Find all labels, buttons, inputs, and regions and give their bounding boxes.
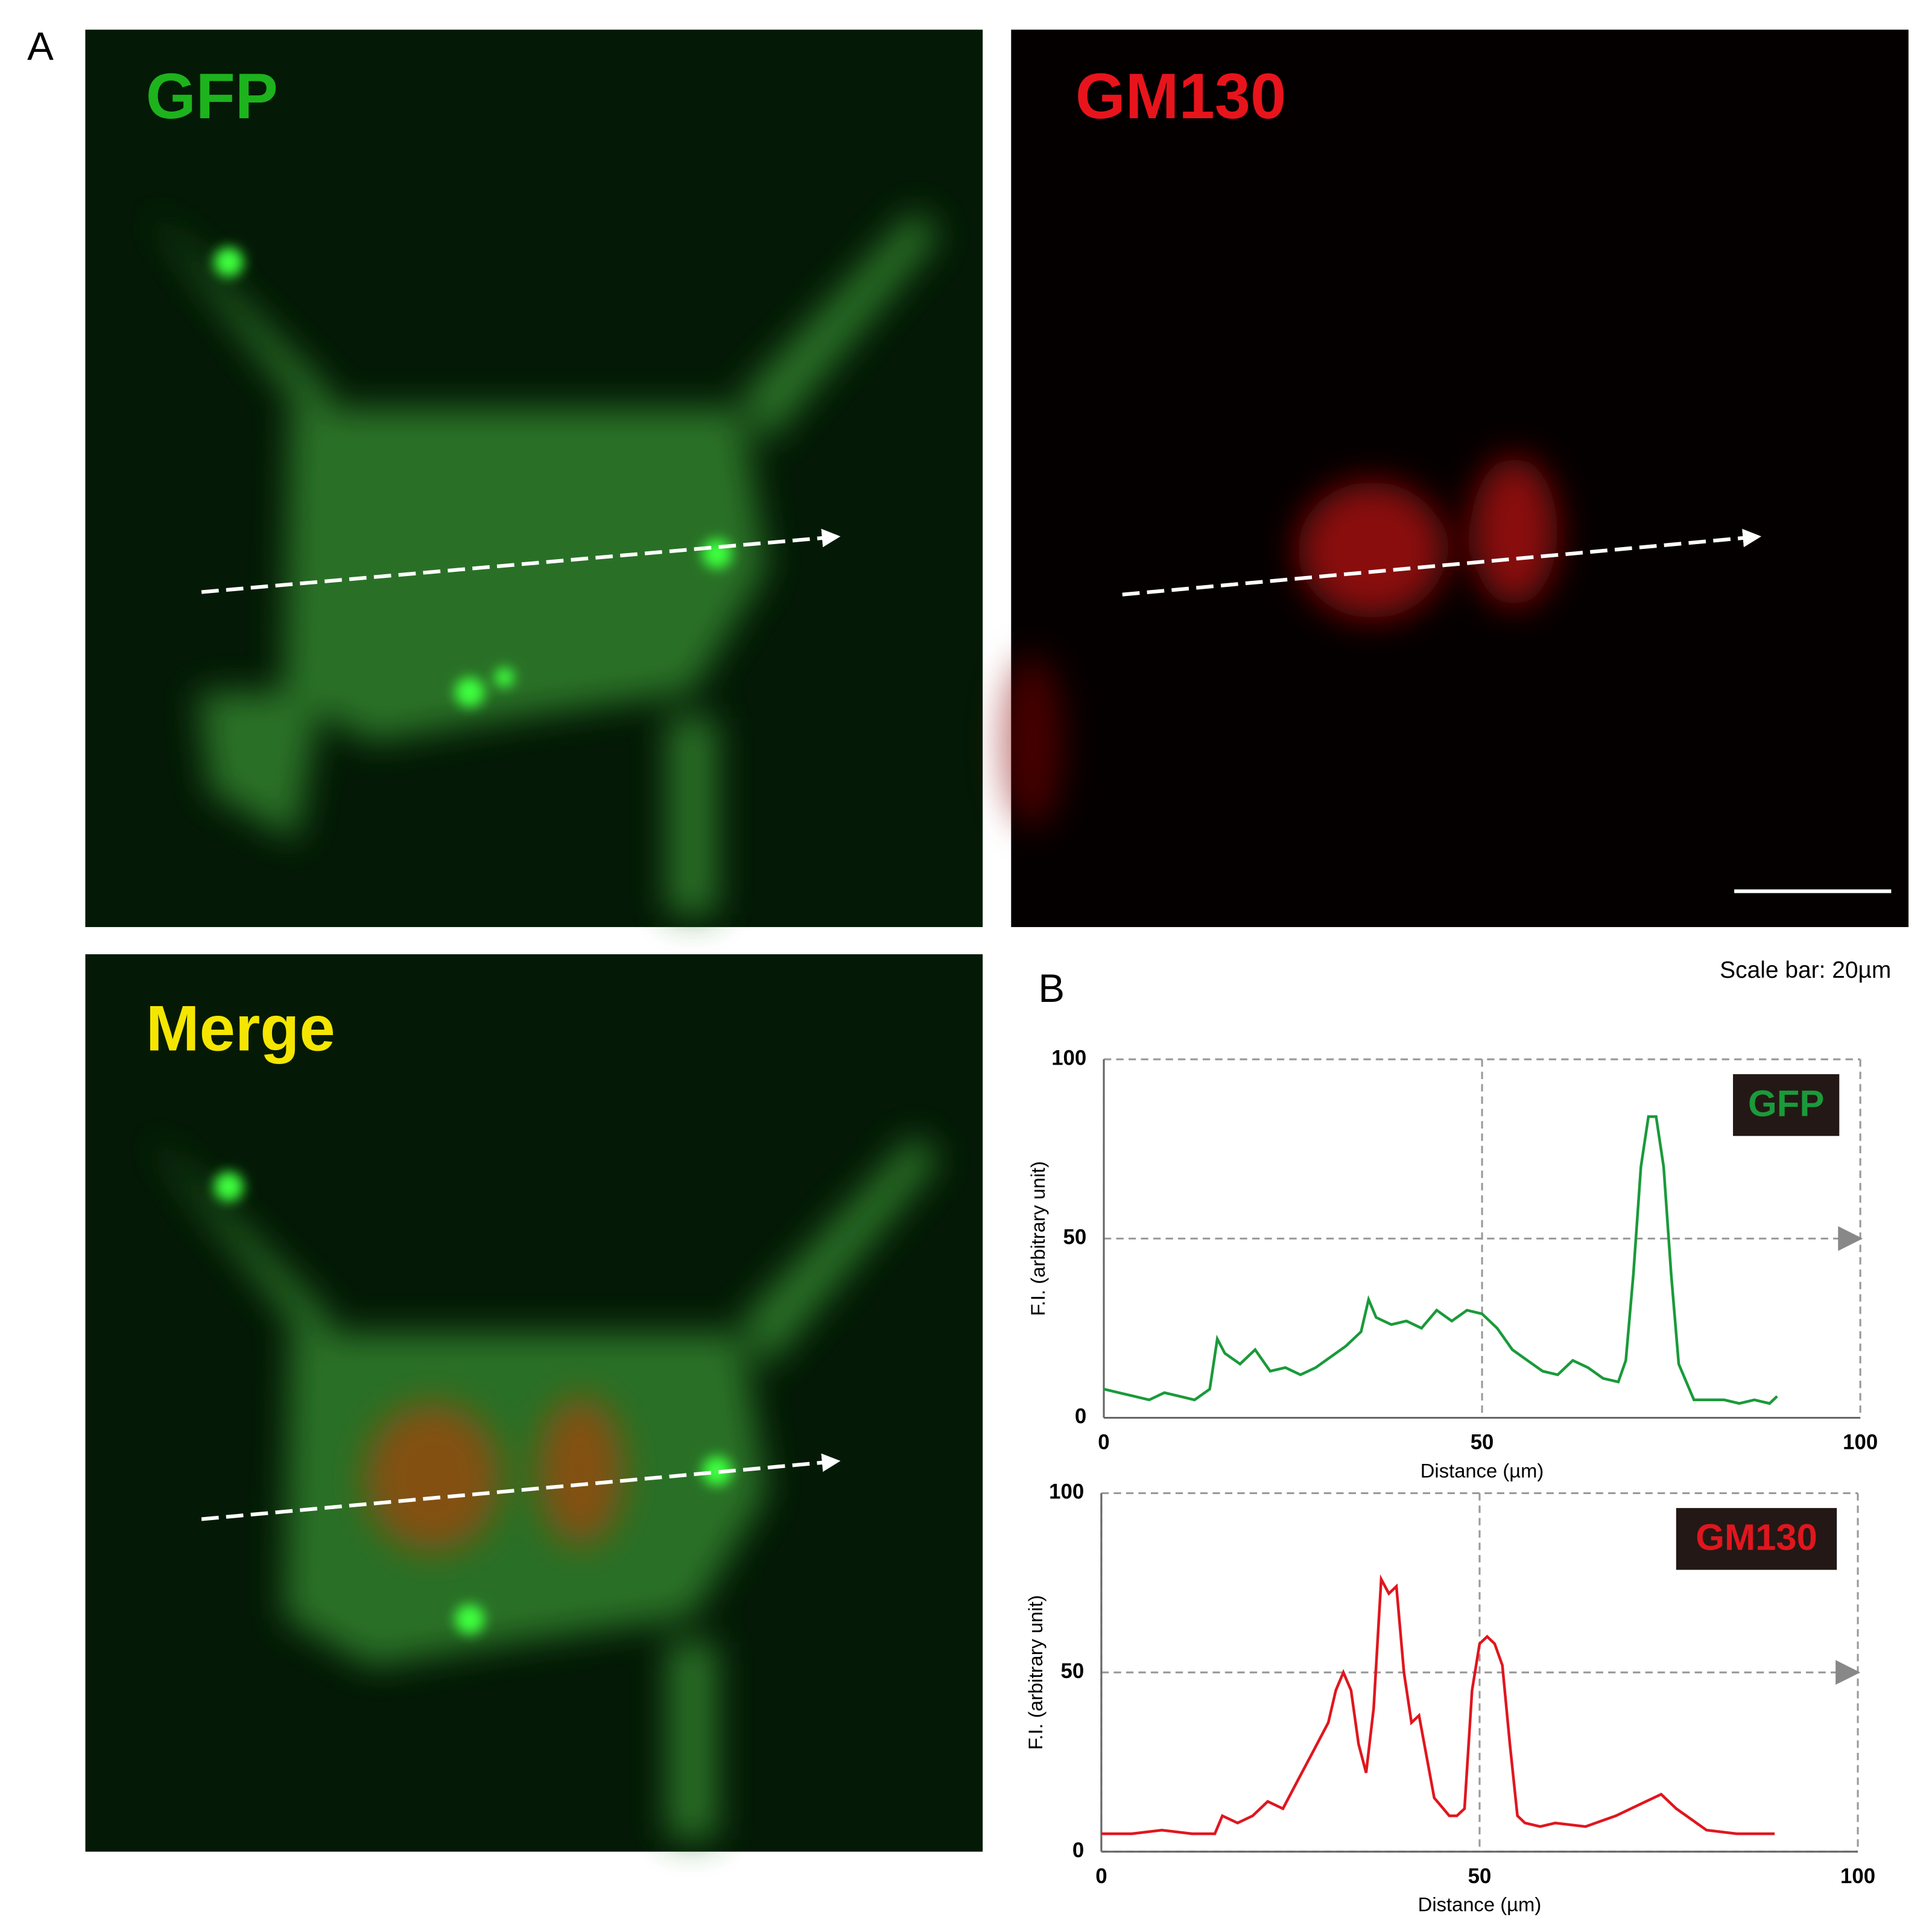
y-tick-label: 100: [1049, 1480, 1084, 1504]
x-axis-label: Distance (µm): [1420, 1459, 1544, 1481]
y-tick-label: 0: [1072, 1839, 1084, 1862]
panel-label: B: [1038, 966, 1065, 1010]
data-line: [1101, 1574, 1775, 1835]
x-tick-label: 0: [1098, 1431, 1109, 1454]
x-tick-label: 0: [1095, 1864, 1107, 1888]
y-axis-label: F.I. (arbitrary unit): [1027, 1161, 1049, 1316]
arrow-head: [1838, 1226, 1863, 1251]
image-label: GM130: [1075, 60, 1286, 132]
x-tick-label: 50: [1471, 1431, 1494, 1454]
data-line: [1103, 1115, 1778, 1405]
y-axis-label: F.I. (arbitrary unit): [1024, 1595, 1047, 1750]
arrow-head: [1835, 1660, 1861, 1685]
micrograph: [1001, 30, 1909, 927]
x-tick-label: 100: [1840, 1864, 1875, 1888]
y-tick-label: 50: [1060, 1659, 1084, 1683]
micrograph: [85, 954, 983, 1852]
x-tick-label: 100: [1843, 1431, 1878, 1454]
panel-label: A: [27, 24, 54, 68]
legend-box: [1676, 1508, 1837, 1570]
legend-label: GFP: [1748, 1083, 1824, 1124]
scale-bar-label: Scale bar: 20µm: [1720, 957, 1891, 983]
x-tick-label: 50: [1468, 1864, 1492, 1888]
image-label: GFP: [146, 60, 278, 132]
legend-label: GM130: [1696, 1517, 1817, 1559]
y-tick-label: 50: [1063, 1226, 1087, 1249]
y-tick-label: 100: [1051, 1046, 1086, 1069]
image-label: Merge: [146, 992, 335, 1064]
legend-box: [1733, 1074, 1840, 1136]
x-axis-label: Distance (µm): [1418, 1893, 1542, 1916]
y-tick-label: 0: [1075, 1405, 1086, 1428]
micrograph: [85, 30, 983, 927]
